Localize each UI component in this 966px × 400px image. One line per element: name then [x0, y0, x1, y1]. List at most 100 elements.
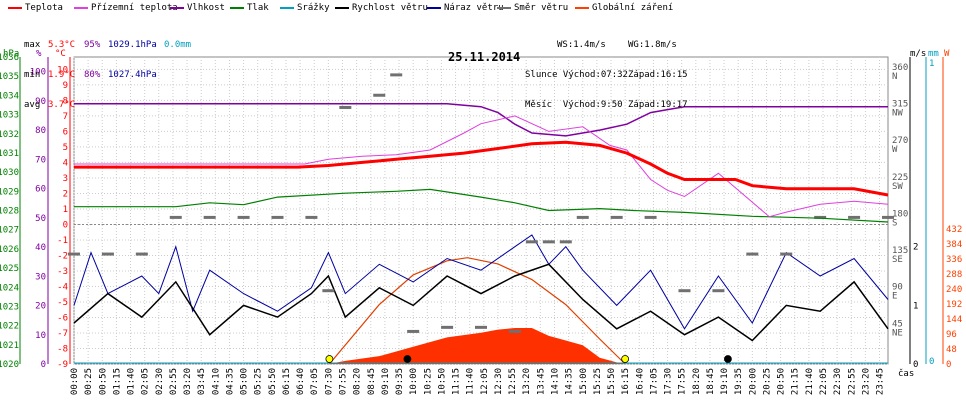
- stats-max-label: max: [24, 40, 41, 50]
- legend-label: Vlhkost: [187, 3, 225, 13]
- wind-gust-line: [73, 234, 889, 330]
- wind-dir-tick: 360: [892, 63, 908, 73]
- legend-swatch: [74, 6, 88, 9]
- pressure-tick: 1031: [0, 149, 19, 159]
- pressure-tick: 1029: [0, 187, 19, 197]
- legend-swatch: [427, 6, 441, 9]
- rain-tick: 1: [929, 59, 934, 69]
- stats-min-press: 1027.4hPa: [108, 70, 157, 80]
- wind-dir-label: W: [892, 145, 898, 155]
- sun-set: Západ:16:15: [628, 70, 688, 80]
- wind-speed-tick: 0: [913, 360, 918, 370]
- pressure-tick: 1020: [0, 360, 19, 370]
- temp-tick: 6: [63, 127, 68, 137]
- moon-set: Západ:19:17: [628, 100, 688, 110]
- temp-tick: 8: [63, 96, 68, 106]
- wind-dir-tick: 225: [892, 173, 908, 183]
- x-tick-label: 19:35: [734, 368, 744, 395]
- humidity-tick: 50: [35, 214, 46, 224]
- x-tick-label: 12:55: [508, 368, 518, 395]
- wind-dir-tick: 315: [892, 99, 908, 109]
- wind-dir-label: SW: [892, 182, 903, 192]
- pressure-tick: 1034: [0, 91, 19, 101]
- legend-swatch: [497, 6, 511, 9]
- legend-item: Směr větru: [497, 3, 568, 13]
- x-tick-label: 10:25: [423, 368, 433, 395]
- wind-dir-tick: 135: [892, 246, 908, 256]
- pressure-tick: 1028: [0, 207, 19, 217]
- legend-label: Tlak: [247, 3, 269, 13]
- legend-label: Teplota: [25, 3, 63, 13]
- temp-tick: -5: [57, 298, 68, 308]
- x-tick-label: 17:05: [649, 368, 659, 395]
- x-tick-label: 10:50: [437, 368, 447, 395]
- wind-dir-label: S: [892, 218, 897, 228]
- radiation-tick: 384: [946, 240, 962, 250]
- stats-max-hum: 95%: [84, 40, 101, 50]
- legend-item: Rychlost větru: [335, 3, 428, 13]
- x-tick-label: 21:15: [791, 368, 801, 395]
- x-tick-label: 13:20: [522, 368, 532, 395]
- stats-max-rain: 0.0mm: [164, 40, 192, 50]
- x-tick-label: 00:00: [70, 368, 80, 395]
- sunrise-marker: [325, 355, 334, 363]
- wg-value: WG:1.8m/s: [628, 40, 677, 50]
- wind-dir-label: NW: [892, 108, 903, 118]
- temperature-line: [74, 140, 889, 197]
- temp-tick: -6: [57, 313, 68, 323]
- legend-swatch: [335, 6, 349, 9]
- wind-sun-moon-right: WG:1.8m/s Západ:16:15 Západ:19:17: [628, 20, 688, 130]
- pressure-line: [74, 188, 889, 223]
- x-tick-label: 23:20: [861, 368, 871, 395]
- legend-swatch: [575, 6, 589, 9]
- stats-min-label: min: [24, 70, 41, 80]
- legend-swatch: [230, 6, 244, 9]
- humidity-line: [74, 103, 888, 137]
- x-tick-label: 17:55: [678, 368, 688, 395]
- x-tick-label: 02:55: [169, 368, 179, 395]
- wind-sun-moon-left: WS:1.4m/s Slunce Východ:07:32 Měsíc Vých…: [525, 20, 628, 130]
- x-tick-label: 08:45: [367, 368, 377, 395]
- axis-unit-time: čas: [898, 369, 915, 379]
- wind-dir-tick: 90: [892, 283, 903, 293]
- temp-tick: 1: [63, 205, 68, 215]
- axis-unit-degc: °C: [55, 49, 66, 59]
- legend-swatch: [280, 6, 294, 9]
- x-tick-label: 22:30: [833, 368, 843, 395]
- humidity-tick: 60: [35, 185, 46, 195]
- radiation-tick: 0: [946, 360, 951, 370]
- radiation-measured-area: [328, 328, 626, 364]
- temp-tick: 5: [63, 143, 68, 153]
- x-tick-label: 03:20: [183, 368, 193, 395]
- pressure-tick: 1033: [0, 111, 19, 121]
- x-tick-label: 01:40: [127, 368, 137, 395]
- humidity-tick: 20: [35, 302, 46, 312]
- wind-dir-tick: 45: [892, 319, 903, 329]
- temp-tick: -8: [57, 344, 68, 354]
- wind-dir-tick: 270: [892, 136, 908, 146]
- pressure-tick: 1026: [0, 245, 19, 255]
- moonset-marker: [724, 355, 732, 363]
- x-tick-label: 03:45: [197, 368, 207, 395]
- temp-tick: 4: [63, 158, 68, 168]
- legend-label: Globální záření: [592, 3, 674, 13]
- radiation-tick: 96: [946, 330, 957, 340]
- x-tick-label: 11:15: [452, 368, 462, 395]
- sunset-marker: [621, 355, 630, 363]
- x-tick-label: 04:35: [225, 368, 235, 395]
- pressure-tick: 1021: [0, 341, 19, 351]
- legend: Teplota Přízemní teplota Vlhkost Tlak Srážky…: [0, 3, 966, 17]
- x-tick-label: 09:35: [395, 368, 405, 395]
- legend-swatch: [8, 6, 22, 9]
- x-tick-label: 20:50: [777, 368, 787, 395]
- wind-speed-tick: 1: [913, 301, 918, 311]
- wind-speed-line: [73, 263, 889, 342]
- legend-item: Teplota: [8, 3, 63, 13]
- x-tick-label: 15:25: [593, 368, 603, 395]
- pressure-tick: 1036: [0, 53, 19, 63]
- x-tick-label: 22:55: [847, 368, 857, 395]
- wind-dir-label: N: [892, 72, 897, 82]
- rain-tick: 0: [929, 357, 934, 367]
